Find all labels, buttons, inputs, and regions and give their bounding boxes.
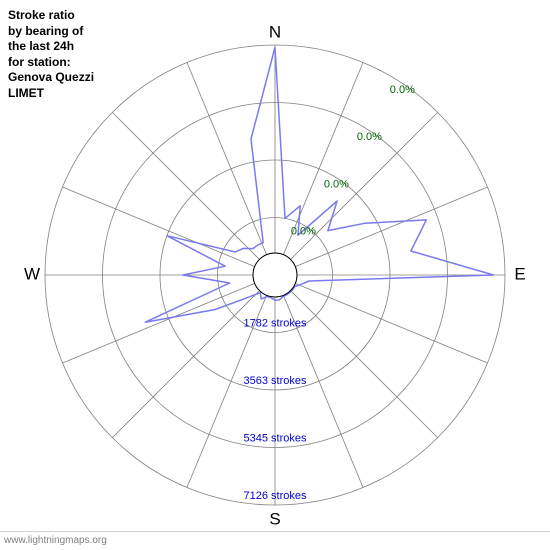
ring-stroke-label: 7126 strokes [244, 490, 307, 502]
ring-pct-label: 0.0% [357, 131, 382, 143]
ring-pct-label: 0.0% [390, 84, 415, 96]
grid-spoke [112, 291, 259, 438]
footer-text: www.lightningmaps.org [4, 535, 107, 546]
compass-e: E [514, 264, 525, 283]
grid-spoke [295, 187, 487, 267]
polar-chart: N E S W 1782 strokes 0.0% 3563 strokes 0.0% 534… [0, 0, 550, 550]
compass-w: W [24, 264, 40, 283]
grid-spoke [295, 283, 487, 363]
compass-s: S [269, 509, 280, 528]
compass-n: N [269, 22, 281, 41]
ring-pct-label: 0.0% [324, 178, 349, 190]
center-hole [253, 253, 297, 297]
grid-spoke [112, 112, 259, 259]
grid-spoke [187, 63, 267, 255]
grid-spoke [63, 187, 255, 267]
footer-divider [0, 531, 550, 532]
ring-stroke-label: 1782 strokes [244, 318, 307, 330]
grid-spoke [291, 291, 438, 438]
grid-spoke [63, 283, 255, 363]
ring-pct-label: 0.0% [291, 225, 316, 237]
ring-stroke-label: 5345 strokes [244, 433, 307, 445]
ring-stroke-label: 3563 strokes [244, 375, 307, 387]
